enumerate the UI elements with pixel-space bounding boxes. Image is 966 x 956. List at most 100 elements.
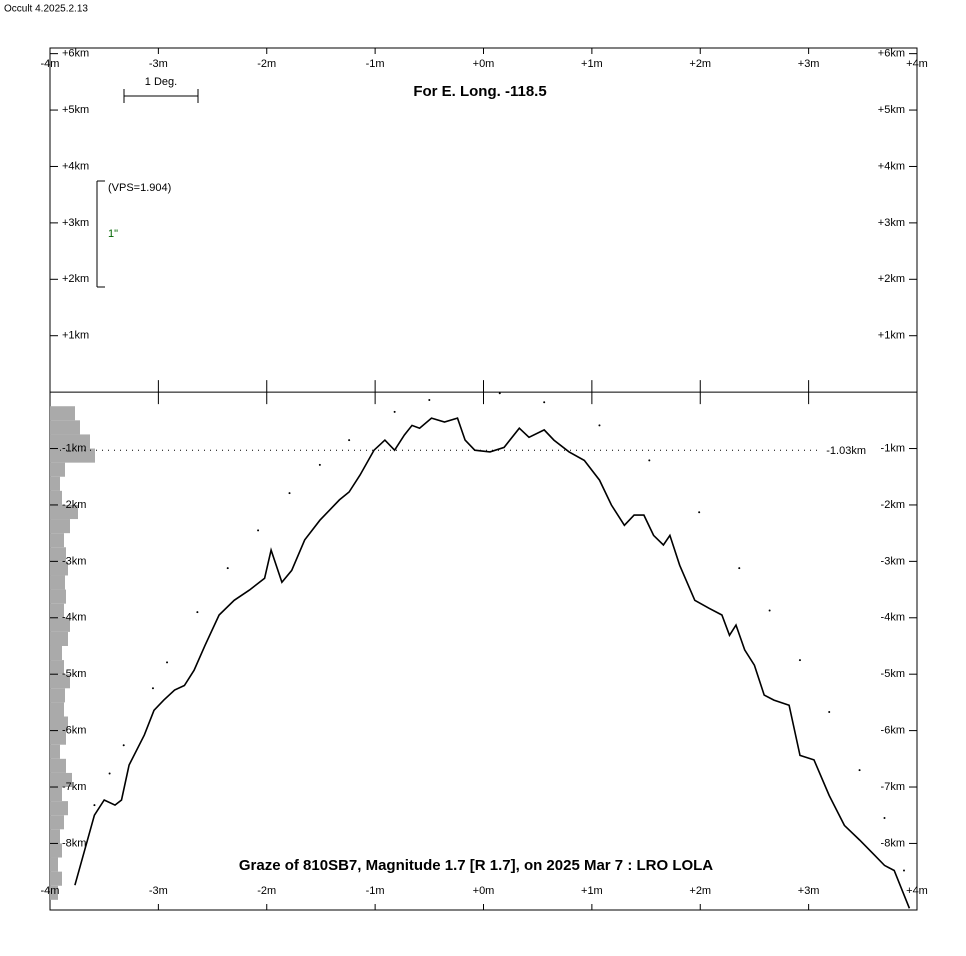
app-label: Occult 4.2025.2.13 [4,4,88,15]
x-tick-label: -1m [366,58,385,70]
histogram-bar [50,801,68,816]
y-tick-label: -1km [62,442,86,454]
histogram-bar [50,575,65,590]
x-tick-label: +0m [473,885,495,897]
limb-profile [74,417,911,909]
limb-dot [902,869,905,872]
x-tick-label: +2m [689,885,711,897]
histogram-bar [50,645,62,661]
histogram-bar [50,603,64,618]
limb-dot [393,410,396,413]
limb-dot [858,769,861,772]
y-tick-label: +3km [62,217,89,229]
limb-dot [543,401,546,404]
scale-bar [123,89,199,103]
limb-dot [348,439,351,442]
limb-dot [151,687,154,690]
x-tick-label: -3m [149,58,168,70]
histogram-bar [50,871,62,886]
limb-dot [648,459,651,462]
vps-unit-label: 1" [108,228,118,240]
y-tick-label: +5km [62,104,89,116]
histogram-bar [50,434,90,449]
y-tick-label: -8km [881,837,905,849]
subtitle: For E. Long. -118.5 [413,83,546,100]
histogram-bar [50,857,58,872]
y-tick-label: -7km [881,781,905,793]
histogram-bar [50,660,64,675]
x-tick-label: +3m [798,885,820,897]
chart-title: Graze of 810SB7, Magnitude 1.7 [R 1.7], … [239,857,713,874]
x-tick-label: -1m [366,885,385,897]
histogram-bar [50,730,66,745]
histogram-bar [50,631,68,646]
y-tick-label: -5km [881,668,905,680]
limb-dot [828,710,831,713]
y-tick-label: -8km [62,837,86,849]
limb-dot [196,611,199,614]
histogram-bar [50,519,70,534]
histogram-bar [50,462,65,477]
histogram-bar [50,716,68,731]
y-tick-label: +2km [62,273,89,285]
y-tick-label: -1km [881,442,905,454]
limb-dot [226,567,229,570]
y-tick-label: -5km [62,668,86,680]
limb-dot [318,463,321,466]
y-tick-label: -4km [62,612,86,624]
limb-dot [288,492,291,495]
histogram-bar [50,744,60,759]
histogram-bar [50,829,60,844]
histogram-bar [50,885,58,900]
y-tick-label: +6km [62,48,89,60]
histogram-bar [50,476,60,491]
limb-dot [108,772,111,775]
histogram-bar [50,787,62,802]
limb-dot [738,567,741,570]
limb-dot [122,744,125,747]
x-tick-label: +0m [473,58,495,70]
limb-dot [598,424,601,427]
histogram-bar [50,561,68,576]
histogram-bar [50,448,95,463]
limb-dot [93,804,96,807]
y-tick-label: +5km [878,104,905,116]
histogram-bar [50,504,78,520]
histogram-bar [50,406,75,421]
y-tick-label: +2km [878,273,905,285]
histogram-bar [50,617,70,632]
limb-dot [798,659,801,662]
histogram-bar [50,674,70,689]
limb-dot [768,609,771,612]
histogram-bar [50,815,64,830]
x-tick-label: -2m [257,58,276,70]
y-tick-label: -4km [881,612,905,624]
limb-dot [428,399,431,402]
x-tick-label: +1m [581,885,603,897]
scale-label: 1 Deg. [145,76,177,88]
histogram-bar [50,420,80,435]
limb-dot [883,817,886,820]
limb-dot [698,511,701,514]
vps-bar [96,180,105,288]
histogram-bar [50,843,62,858]
x-tick-label: +2m [689,58,711,70]
x-tick-label: -3m [149,885,168,897]
x-tick-label: -4m [41,58,60,70]
histogram-bar [50,490,62,505]
x-tick-label: -2m [257,885,276,897]
x-tick-label: +4m [906,58,928,70]
x-tick-label: +1m [581,58,603,70]
y-tick-label: -2km [881,499,905,511]
histogram-bar [50,702,64,717]
x-tick-label: +3m [798,58,820,70]
histogram-bar [50,758,66,773]
reference-label: -1.03km [826,445,866,457]
histogram-bar [50,533,64,548]
limb-dot [166,661,169,664]
limb-dot [498,392,501,395]
y-tick-label: +1km [878,330,905,342]
x-tick-label: +4m [906,885,928,897]
y-tick-label: +4km [878,160,905,172]
y-tick-label: +4km [62,160,89,172]
